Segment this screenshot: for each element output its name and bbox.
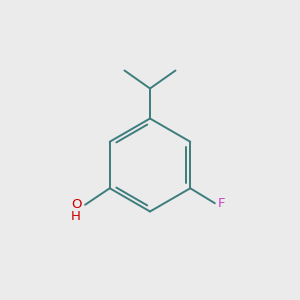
Text: O: O xyxy=(71,198,82,211)
Text: H: H xyxy=(71,210,81,223)
Text: F: F xyxy=(218,197,225,210)
